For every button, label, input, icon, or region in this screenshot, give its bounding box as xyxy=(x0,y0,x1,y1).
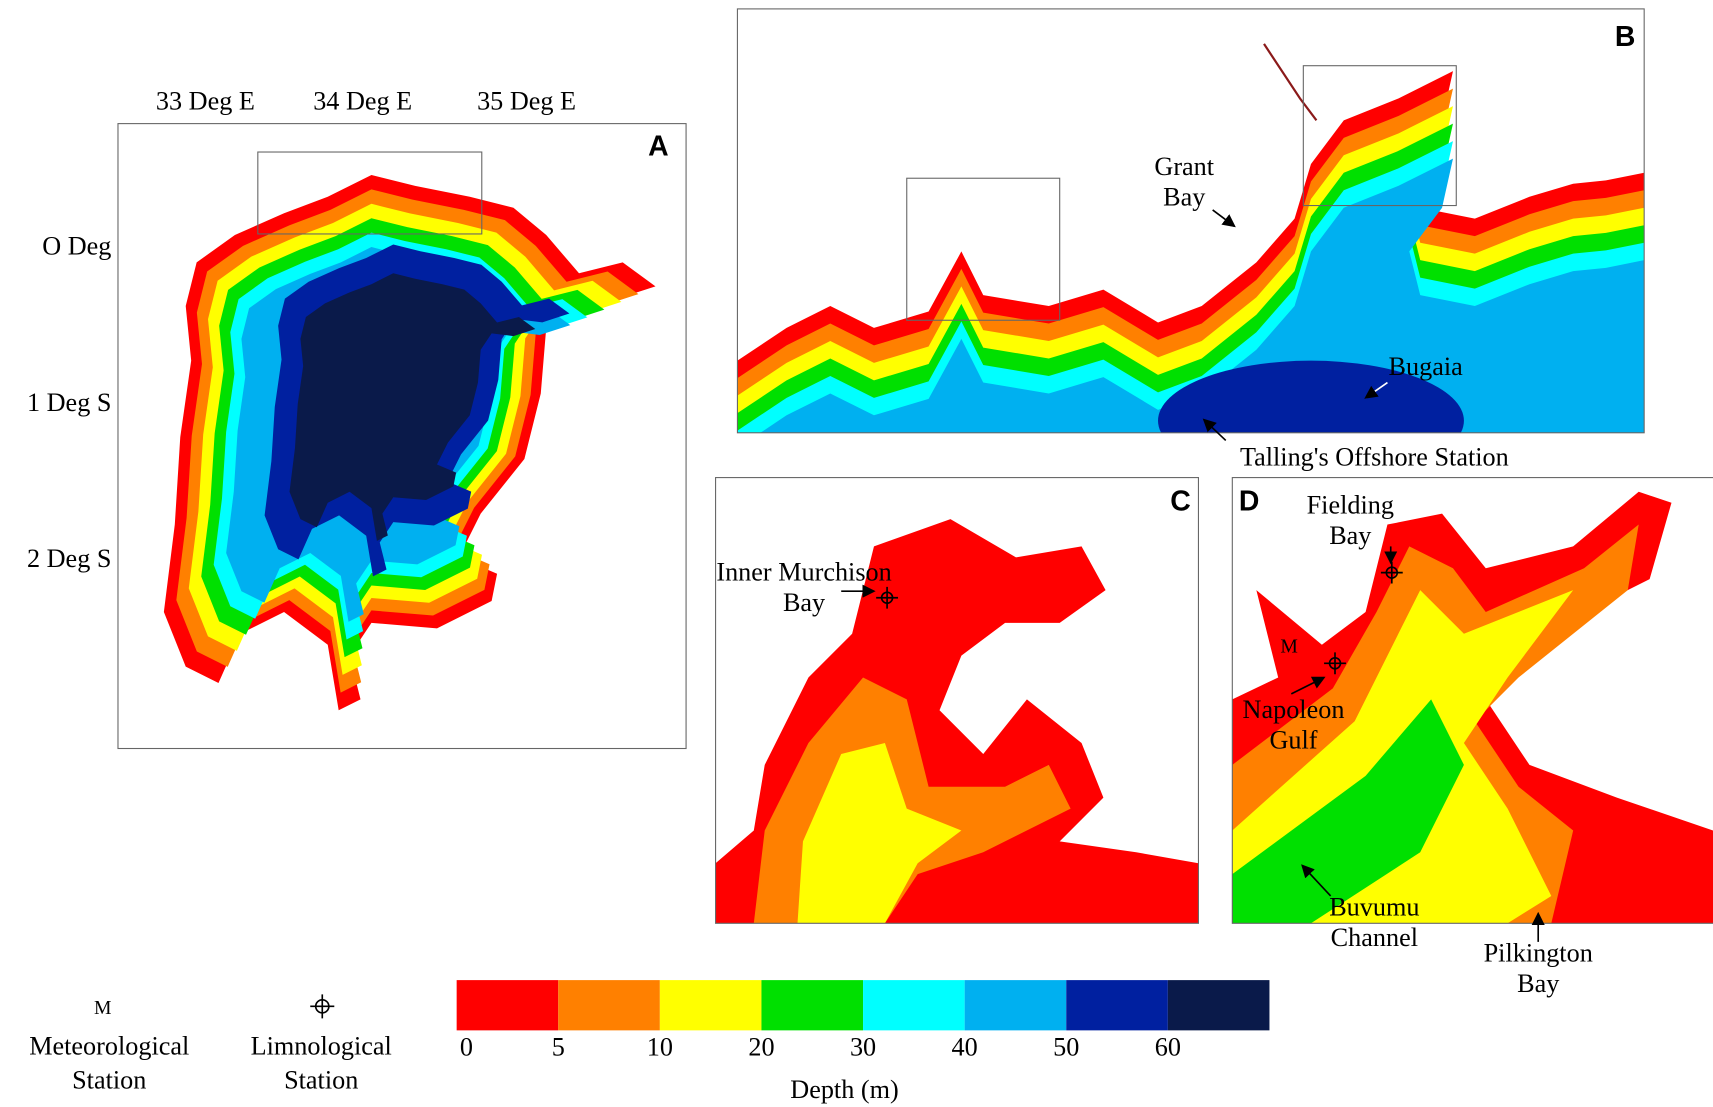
place-label: Talling's Offshore Station xyxy=(1240,443,1509,472)
colorbar-title: Depth (m) xyxy=(790,1075,898,1104)
place-label: Napoleon xyxy=(1243,695,1345,724)
place-label: Channel xyxy=(1331,923,1418,952)
legend-label: Limnological xyxy=(251,1031,392,1060)
panel-label: D xyxy=(1239,485,1260,517)
met-mark: M xyxy=(1280,635,1297,657)
place-label: Fielding xyxy=(1307,491,1394,520)
lon-label: 35 Deg E xyxy=(477,86,576,115)
lon-label: 34 Deg E xyxy=(313,86,412,115)
place-label: Grant xyxy=(1154,152,1214,181)
colorbar-tick-label: 50 xyxy=(1053,1032,1079,1061)
colorbar-swatch xyxy=(761,980,863,1030)
place-label: Buvumu xyxy=(1329,893,1419,922)
lat-label: 1 Deg S xyxy=(27,388,111,417)
colorbar-tick-label: 30 xyxy=(850,1032,876,1061)
limno-symbol xyxy=(310,994,334,1018)
colorbar-tick-label: 20 xyxy=(748,1032,774,1061)
panel-label: A xyxy=(648,130,669,162)
place-label: Bay xyxy=(1329,521,1371,550)
colorbar-swatch xyxy=(558,980,660,1030)
colorbar: 0 5 10 20 30 40 50 60 xyxy=(457,980,1270,1061)
place-label: Gulf xyxy=(1269,726,1317,755)
place-label: Inner Murchison xyxy=(716,557,891,586)
place-label: Bay xyxy=(1517,969,1559,998)
river xyxy=(1264,44,1316,120)
colorbar-swatch xyxy=(863,980,965,1030)
colorbar-swatch xyxy=(965,980,1067,1030)
colorbar-tick-label: 5 xyxy=(552,1032,565,1061)
legend-symbol: M xyxy=(94,997,111,1019)
legend-label: Meteorological xyxy=(29,1031,189,1060)
page: A 33 Deg E 34 Deg E 35 Deg E O Deg 1 Deg… xyxy=(0,0,1713,1107)
lake-map xyxy=(164,175,656,710)
figure: A 33 Deg E 34 Deg E 35 Deg E O Deg 1 Deg… xyxy=(0,0,1713,1107)
place-label: Pilkington xyxy=(1484,939,1593,968)
place-label: Bay xyxy=(1163,183,1205,212)
arrow xyxy=(1213,210,1235,226)
place-label: Bay xyxy=(783,588,825,617)
lat-label: 2 Deg S xyxy=(27,544,111,573)
place-label: Bugaia xyxy=(1389,352,1464,381)
colorbar-tick-label: 0 xyxy=(460,1032,473,1061)
legend-label: Station xyxy=(284,1065,358,1094)
colorbar-swatch xyxy=(1168,980,1270,1030)
panel-label: B xyxy=(1615,21,1636,53)
legend-label: Station xyxy=(72,1065,146,1094)
colorbar-tick-label: 60 xyxy=(1155,1032,1181,1061)
lon-label: 33 Deg E xyxy=(156,86,255,115)
colorbar-swatch xyxy=(457,980,559,1030)
colorbar-tick-label: 40 xyxy=(952,1032,978,1061)
lat-label: O Deg xyxy=(42,232,111,261)
colorbar-tick-label: 10 xyxy=(647,1032,673,1061)
colorbar-swatch xyxy=(660,980,762,1030)
colorbar-swatch xyxy=(1066,980,1168,1030)
panel-label: C xyxy=(1170,485,1191,517)
